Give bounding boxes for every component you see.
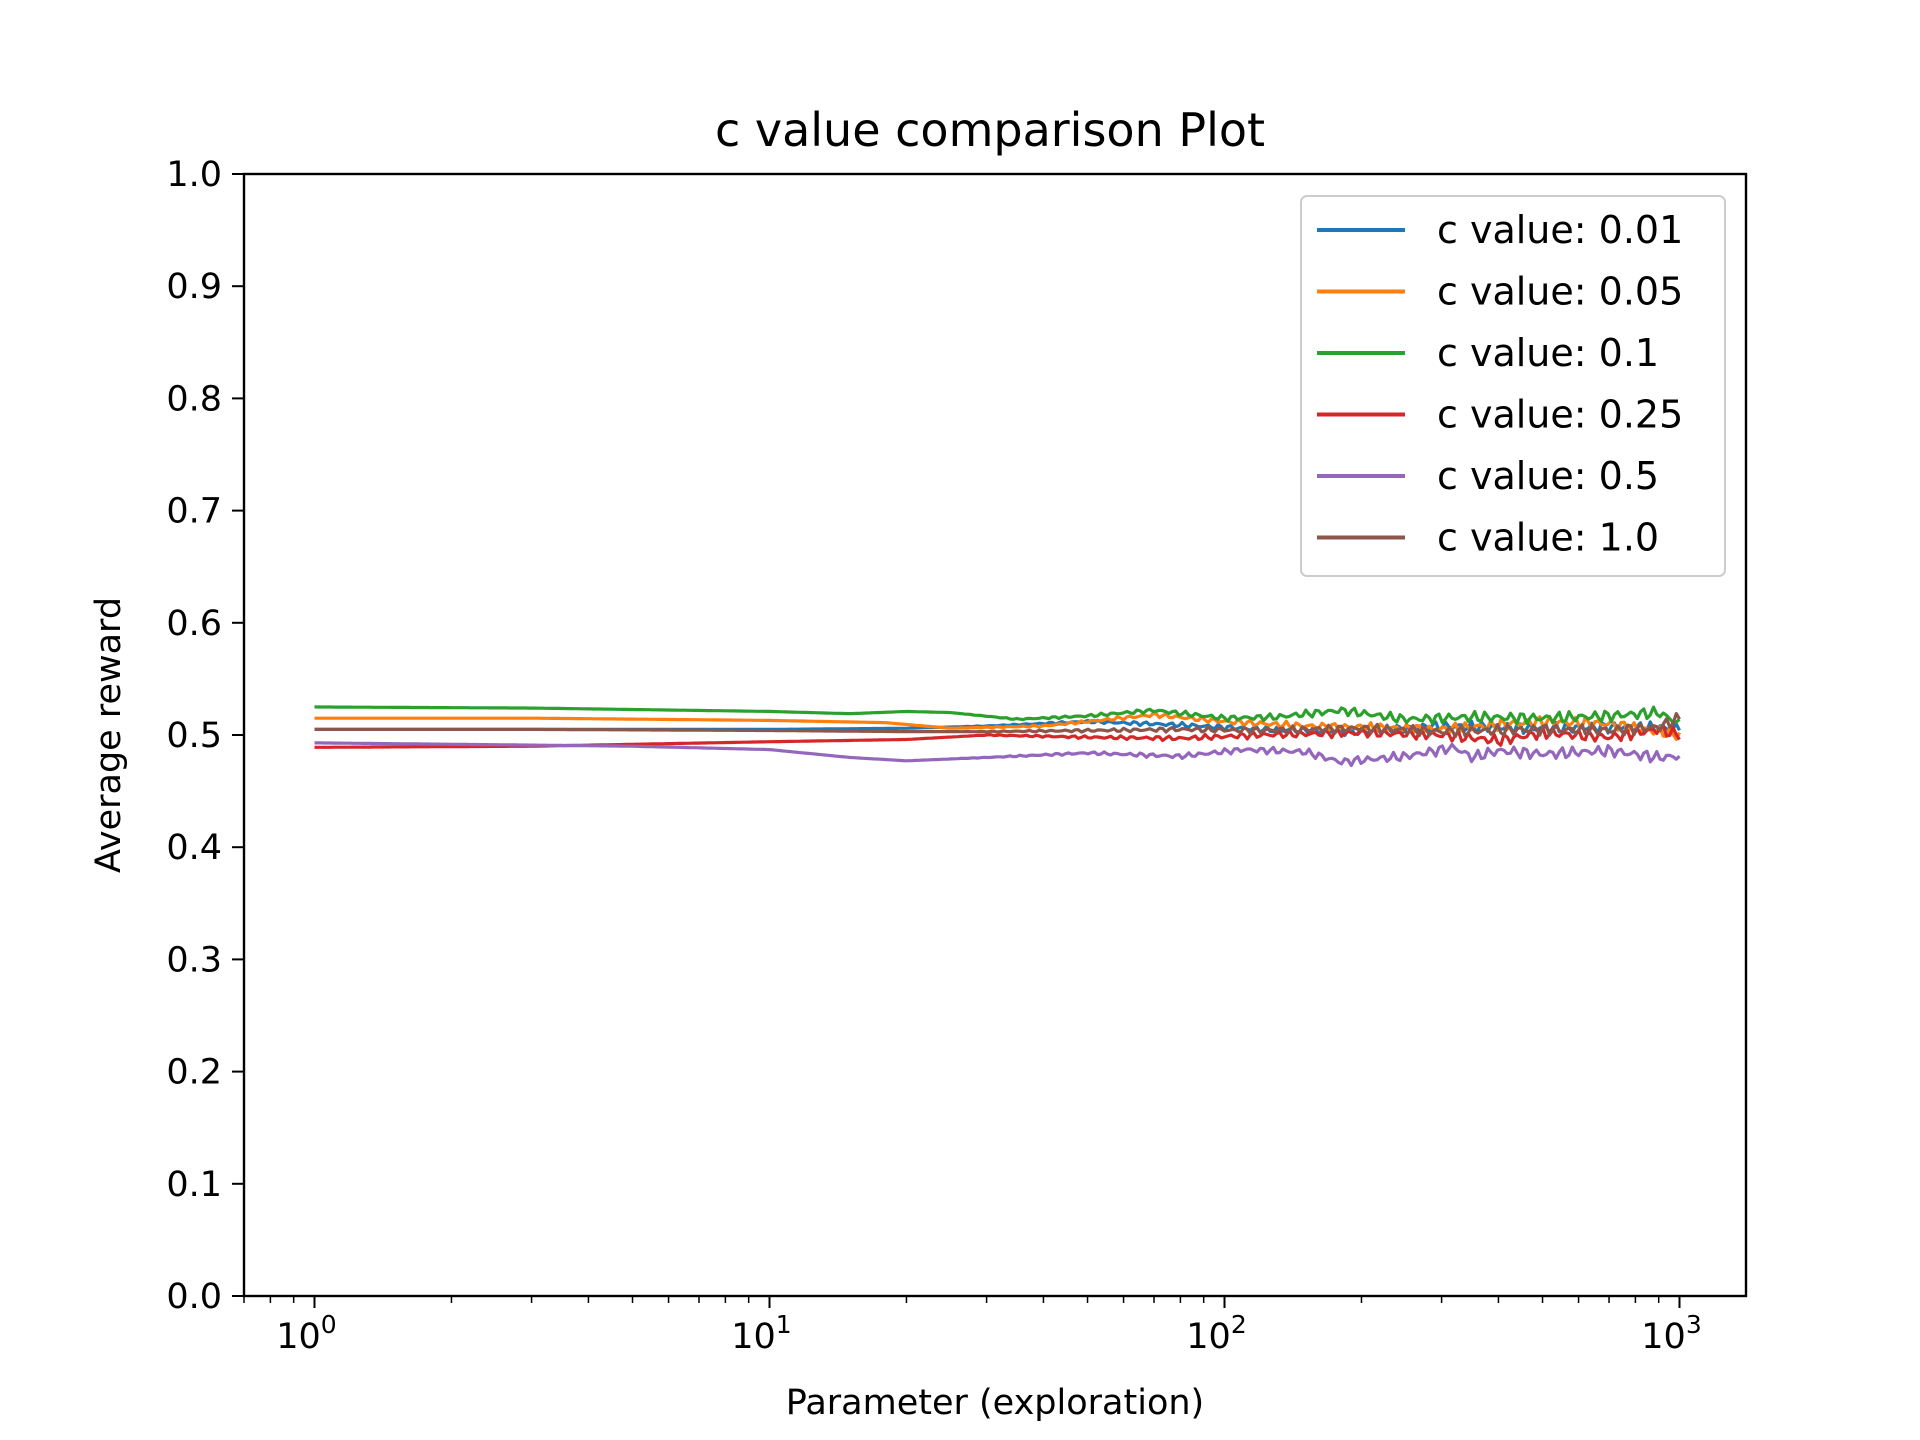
y-tick-label: 0.7 [166,492,222,532]
y-tick-label: 0.2 [166,1053,222,1093]
legend: c value: 0.01 c value: 0.05 c value: 0.1 c … [1300,195,1726,577]
legend-label: c value: 0.05 [1437,270,1683,314]
series-line [314,741,1681,768]
legend-label: c value: 0.25 [1437,393,1683,437]
legend-box [1300,195,1726,577]
x-tick-label: 101 [731,1310,791,1357]
x-tick-exponent: 2 [1231,1310,1247,1339]
x-axis-label: Parameter (exploration) [786,1383,1204,1423]
series-lines [314,705,1681,768]
x-tick-exponent: 3 [1686,1310,1702,1339]
y-tick-label: 0.9 [166,267,222,307]
y-tick-label: 0.6 [166,604,222,644]
legend-label: c value: 0.1 [1437,331,1659,375]
y-tick-label: 0.1 [166,1165,222,1205]
x-tick-label: 103 [1641,1310,1701,1357]
x-tick-label: 102 [1186,1310,1246,1357]
x-tick-base: 10 [731,1317,776,1357]
y-tick-label: 0.8 [166,379,222,419]
y-tick-label: 0.5 [166,716,222,756]
y-tick-label: 1.0 [166,155,222,195]
x-tick-base: 10 [1186,1317,1231,1357]
x-axis: 100 101 102 103 [243,1296,1702,1357]
series-line [314,705,1681,726]
legend-label: c value: 0.01 [1437,208,1683,252]
x-tick-exponent: 1 [776,1310,792,1339]
y-tick-label: 0.0 [166,1277,222,1317]
legend-label: c value: 0.5 [1437,454,1659,498]
chart-title: c value comparison Plot [715,103,1265,157]
series-line [314,711,1681,739]
x-tick-exponent: 0 [321,1310,337,1339]
x-tick-base: 10 [276,1317,321,1357]
x-tick-base: 10 [1641,1317,1686,1357]
x-tick-label: 100 [276,1310,336,1357]
y-axis: 0.0 0.1 0.2 0.3 0.4 0.5 0.6 0.7 0.8 0.9 1.0 [166,155,244,1317]
series-line [314,712,1681,742]
legend-label: c value: 1.0 [1437,516,1659,560]
y-tick-label: 0.3 [166,940,222,980]
y-tick-label: 0.4 [166,828,222,868]
y-axis-label: Average reward [89,597,129,873]
